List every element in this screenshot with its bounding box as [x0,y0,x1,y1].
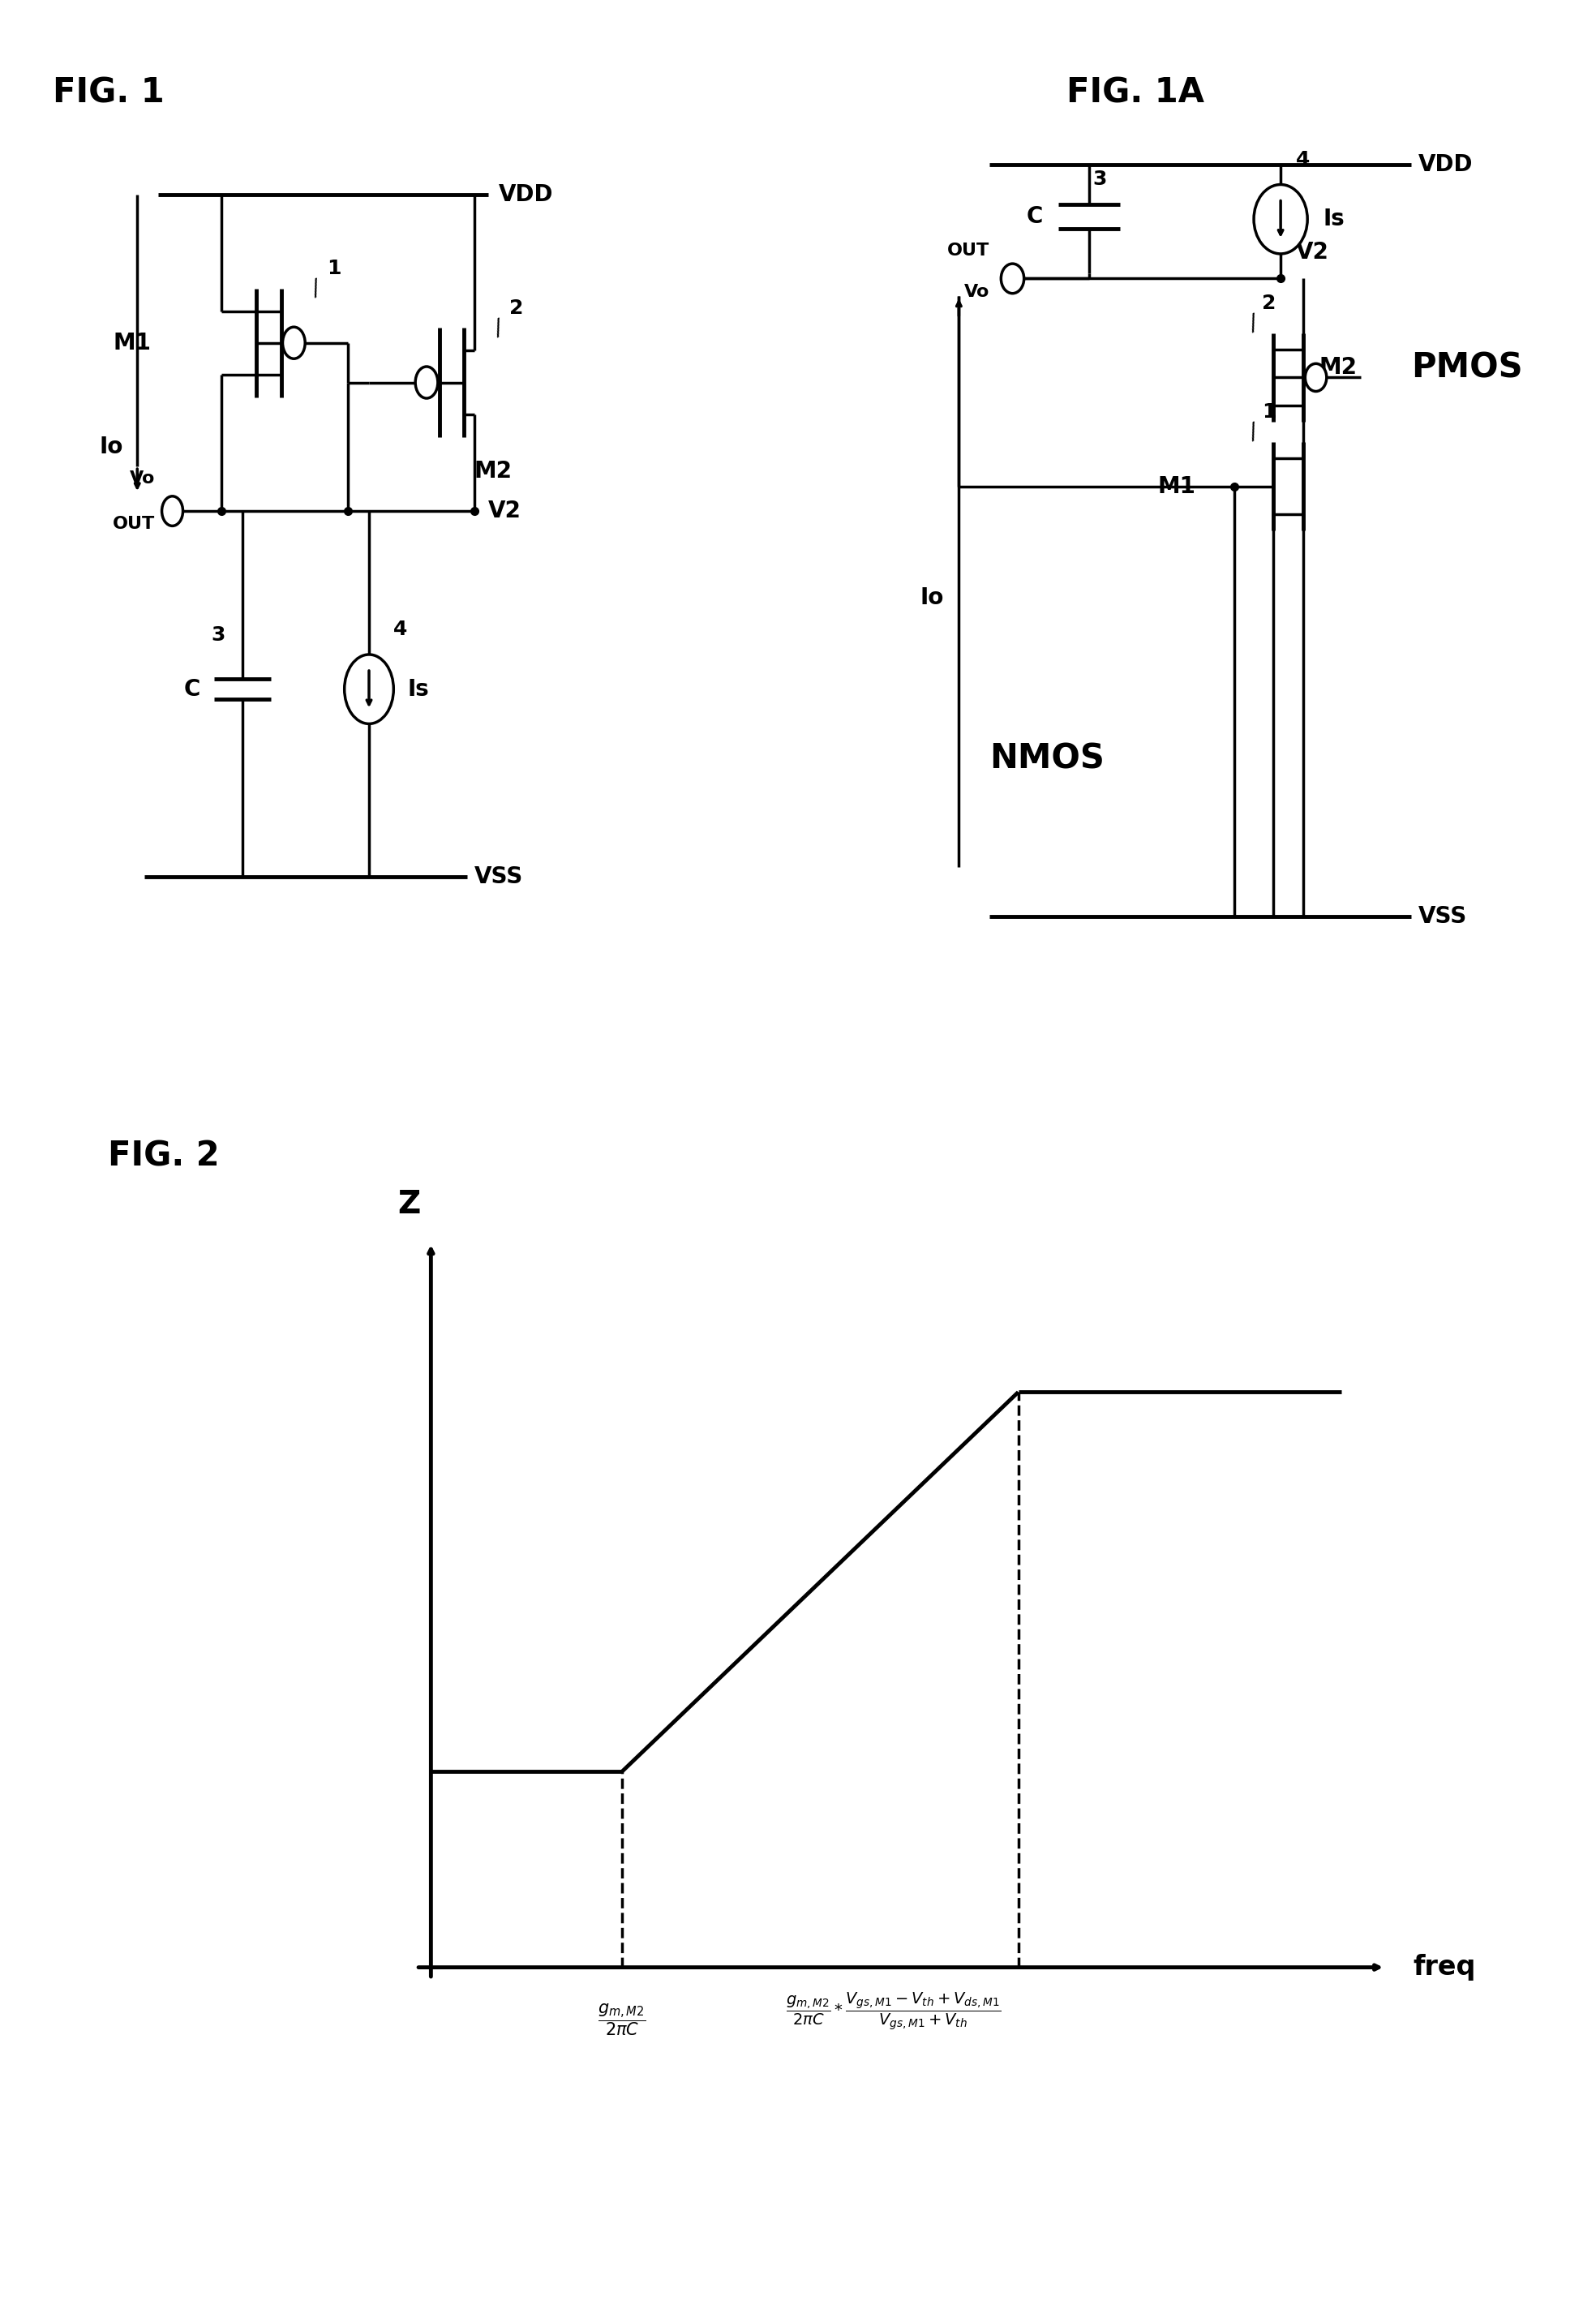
Text: C: C [1026,205,1044,228]
Text: 4: 4 [1296,150,1310,170]
Text: M2: M2 [1318,357,1357,380]
Text: 4: 4 [394,619,407,640]
Text: 1: 1 [1262,403,1277,421]
Text: Io: Io [99,435,123,458]
Text: OUT: OUT [112,515,155,532]
Circle shape [161,497,184,527]
Text: M1: M1 [113,331,152,354]
Circle shape [345,653,394,725]
Text: Is: Is [407,679,429,700]
Text: $\dfrac{g_{m,M2}}{2\pi C}$: $\dfrac{g_{m,M2}}{2\pi C}$ [597,2002,646,2036]
Text: VSS: VSS [474,865,523,888]
Text: /: / [1246,311,1261,336]
Text: VDD: VDD [500,184,554,205]
Text: M2: M2 [474,460,512,483]
Text: 3: 3 [211,626,225,644]
Text: VDD: VDD [1419,154,1473,177]
Text: FIG. 2: FIG. 2 [109,1139,220,1174]
Text: VSS: VSS [1419,904,1467,927]
Text: 2: 2 [509,299,523,318]
Text: /: / [310,276,322,301]
Text: 1: 1 [327,260,342,278]
Text: Is: Is [1323,207,1344,230]
Text: freq: freq [1412,1954,1475,1981]
Text: Io: Io [919,587,943,610]
Text: Vo: Vo [964,283,990,299]
Text: 2: 2 [1262,295,1277,313]
Circle shape [1254,184,1307,253]
Text: /: / [492,315,506,341]
Text: 3: 3 [1093,170,1108,189]
Text: $\dfrac{g_{m,M2}}{2\pi C}*\dfrac{V_{gs,M1}-V_{th}+V_{ds,M1}}{V_{gs,M1}+V_{th}}$: $\dfrac{g_{m,M2}}{2\pi C}*\dfrac{V_{gs,M… [785,1990,1001,2032]
Circle shape [282,327,305,359]
Text: V2: V2 [1296,242,1329,265]
Text: M1: M1 [1159,474,1195,497]
Text: Vo: Vo [129,469,155,486]
Circle shape [1306,364,1326,391]
Text: Z: Z [397,1190,420,1220]
Text: OUT: OUT [946,242,990,258]
Circle shape [1001,265,1025,295]
Text: /: / [1246,421,1261,444]
Text: NMOS: NMOS [990,741,1104,775]
Text: V2: V2 [488,499,522,522]
Text: PMOS: PMOS [1411,350,1523,384]
Text: FIG. 1A: FIG. 1A [1066,76,1203,110]
Text: FIG. 1: FIG. 1 [53,76,164,110]
Text: C: C [184,679,201,700]
Circle shape [415,366,437,398]
